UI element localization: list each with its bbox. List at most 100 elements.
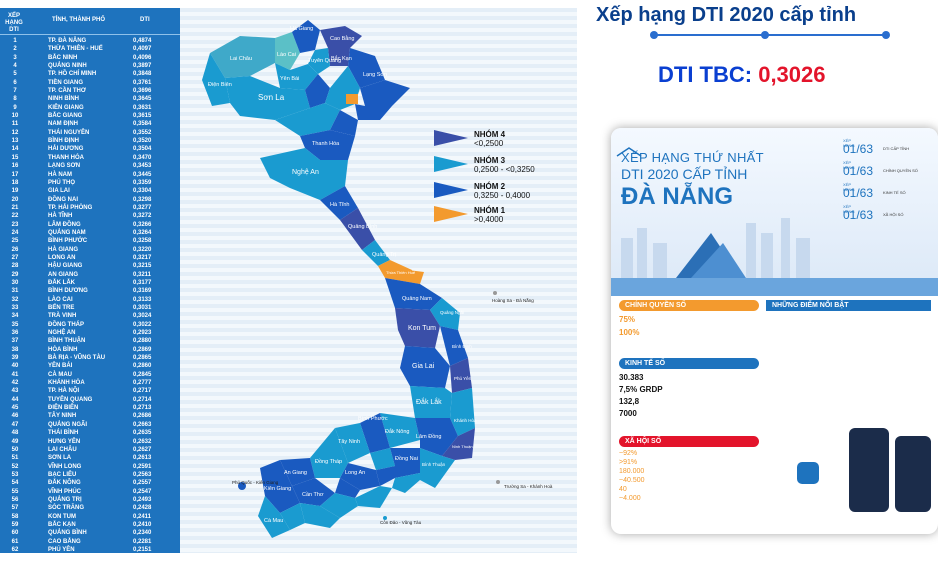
table-row: 18 PHÚ THỌ 0,3359 [0, 179, 180, 187]
dti-cell: 0,3645 [133, 96, 152, 103]
province-cell: LAI CHÂU [48, 446, 77, 453]
dti-cell: 0,3258 [133, 238, 152, 245]
dti-cell: 0,2663 [133, 421, 152, 428]
province-cell: NINH BÌNH [48, 96, 79, 103]
header-value: DTI [140, 17, 150, 23]
dti-cell: 0,2557 [133, 480, 152, 487]
rank-cell: 26 [11, 246, 19, 253]
region-kon-tum [395, 308, 440, 348]
island-truong-sa [496, 480, 500, 484]
label-nghe-an: Nghệ An [292, 169, 319, 176]
app-icon [797, 462, 819, 484]
dti-cell: 0,2281 [133, 538, 152, 545]
section-highlights: NHỮNG ĐIỂM NỔI BẬT [766, 300, 931, 311]
rank-cell: 49 [11, 438, 19, 445]
rank-cell: 22 [11, 213, 19, 220]
province-cell: HẬU GIANG [48, 263, 83, 270]
legend-label: NHÓM 1 [474, 206, 506, 215]
dti-cell: 0,3031 [133, 305, 152, 311]
label-dong-thap: Đồng Tháp [315, 459, 342, 465]
province-cell: BÀ RỊA - VŨNG TÀU [48, 355, 106, 362]
legend-swatch [434, 182, 468, 198]
dti-cell: 0,3897 [133, 63, 152, 70]
dti-cell: 0,3445 [133, 171, 152, 178]
rank-cell: 58 [11, 513, 19, 520]
label-yen-bai: Yên Bái [280, 76, 299, 82]
city-skyline [611, 147, 938, 296]
province-cell: ĐỒNG THÁP [48, 321, 84, 328]
dti-cell: 0,2428 [133, 505, 152, 512]
table-row: 35 ĐỒNG THÁP 0,3022 [0, 321, 180, 329]
province-cell: THÁI BÌNH [48, 430, 79, 437]
legend-text: NHÓM 4 <0,2500 [474, 130, 505, 148]
rank-cell: 38 [11, 346, 19, 353]
phone-mockup-1 [849, 428, 889, 512]
phone-mockup-2 [895, 436, 931, 512]
table-row: 11 NAM ĐỊNH 0,3584 [0, 120, 180, 128]
table-row: 41 CÀ MAU 0,2845 [0, 371, 180, 379]
region-kien-giang [260, 460, 300, 513]
province-cell: BẮC NINH [48, 54, 78, 61]
label-lang-son: Lạng Sơn [363, 72, 387, 78]
label-ha-giang: Hà Giang [290, 26, 313, 32]
dti-infographic: XẾP HẠNG DTI TỈNH, THÀNH PHỐ DTI 1 TP. ĐÀ… [0, 8, 577, 553]
dti-cell: 0,4097 [133, 46, 152, 53]
card-subtitle: DTI 2020 CẤP TỈNH [621, 166, 748, 182]
table-row: 4 QUẢNG NINH 0,3897 [0, 62, 180, 70]
table-row: 33 BẾN TRE 0,3031 [0, 304, 180, 312]
table-row: 8 NINH BÌNH 0,3645 [0, 95, 180, 103]
section-kinh-te-so: KINH TẾ SỐ 30.383 7,5% GRDP 132,8 7000 [619, 358, 759, 418]
region-dak-lak [410, 386, 452, 418]
label-kien-giang: Kiên Giang [264, 486, 291, 492]
dti-cell: 0,3264 [133, 229, 152, 236]
province-cell: TP. HÀ NỘI [48, 388, 80, 395]
dti-cell: 0,3584 [133, 121, 152, 128]
rank-cell: 17 [11, 171, 19, 178]
card-hero: XẾP HẠNG THỨ NHẤT DTI 2020 CẤP TỈNH ĐÀ N… [611, 128, 938, 296]
rank-cell: 45 [11, 405, 19, 412]
average-dti: DTI TBC: 0,3026 [658, 62, 826, 88]
dti-cell: 0,3761 [133, 79, 152, 86]
province-cell: THÁI NGUYÊN [48, 129, 90, 136]
province-cell: CAO BẰNG [48, 538, 81, 545]
dti-cell: 0,3631 [133, 104, 152, 111]
dti-cell: 0,2151 [133, 546, 152, 553]
region-ha-giang [292, 20, 320, 53]
table-row: 44 TUYÊN QUANG 0,2714 [0, 396, 180, 404]
dti-cell: 0,3217 [133, 254, 152, 261]
region-can-tho [292, 478, 335, 506]
table-row: 5 TP. HỒ CHÍ MINH 0,3848 [0, 70, 180, 78]
rank-cell: 35 [11, 321, 19, 328]
dti-cell: 0,2865 [133, 355, 152, 362]
region-ba-ria [392, 473, 420, 493]
legend-swatch [434, 206, 468, 222]
province-cell: TP. CẦN THƠ [48, 88, 87, 95]
rank-cell: 59 [11, 521, 19, 528]
region-dong-thap [310, 428, 348, 478]
rank-cell: 44 [11, 396, 19, 403]
table-row: 24 QUẢNG NAM 0,3264 [0, 229, 180, 237]
dti-cell: 0,3024 [133, 313, 152, 320]
rank-cell: 11 [11, 121, 19, 128]
rank-cell: 41 [11, 371, 19, 378]
region-phu-tho [305, 74, 330, 108]
rank-cell: 57 [11, 505, 19, 512]
table-row: 20 ĐỒNG NAI 0,3298 [0, 196, 180, 204]
province-cell: THANH HÓA [48, 154, 84, 161]
dti-cell: 0,2714 [133, 396, 152, 403]
label-dien-bien: Điện Biên [208, 82, 232, 88]
dti-cell: 0,3022 [133, 321, 152, 328]
region-tuyen-quang [308, 48, 330, 74]
dti-cell: 0,4096 [133, 54, 152, 61]
dti-cell: 0,4874 [133, 38, 152, 44]
label-quang-tri: Quảng Trị [372, 252, 396, 258]
rank-cell: 48 [11, 430, 19, 437]
table-row: 49 HƯNG YÊN 0,2632 [0, 438, 180, 446]
table-row: 2 THỪA THIÊN - HUẾ 0,4097 [0, 45, 180, 53]
rank-cell: 19 [11, 188, 19, 195]
dti-cell: 0,2777 [133, 380, 152, 387]
legend-range: >0,4000 [474, 215, 504, 224]
rank-cell: 2 [13, 46, 17, 53]
dti-cell: 0,2613 [133, 455, 152, 462]
table-row: 32 LÀO CAI 0,3133 [0, 296, 180, 304]
